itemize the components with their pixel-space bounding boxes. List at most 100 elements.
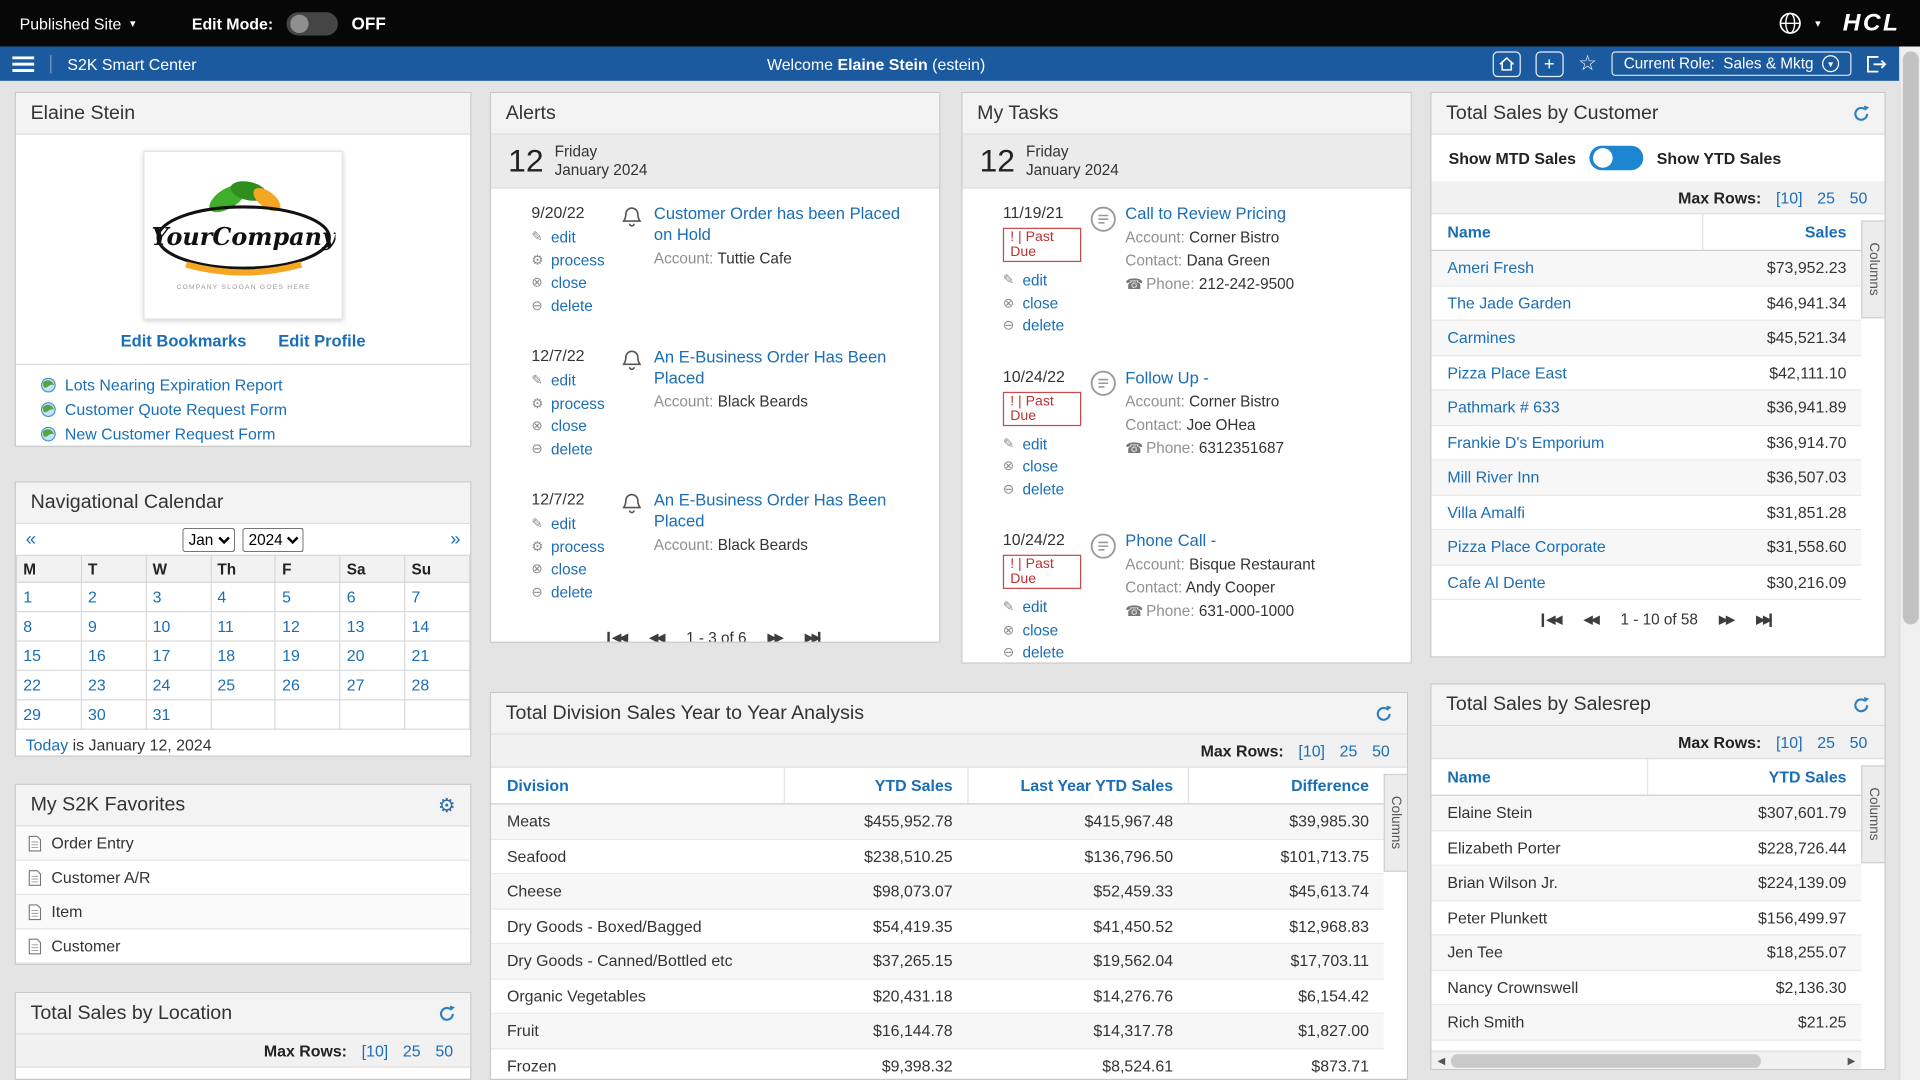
current-role-selector[interactable]: Current Role: Sales & Mktg ▾ bbox=[1611, 51, 1852, 76]
home-button[interactable] bbox=[1492, 50, 1521, 77]
edit-link[interactable]: ✎ edit bbox=[1003, 269, 1081, 292]
alert-title-link[interactable]: Customer Order has been Placed on Hold bbox=[653, 204, 901, 244]
close-link[interactable]: ⊗ close bbox=[531, 415, 609, 438]
column-header-difference[interactable]: Difference bbox=[1187, 767, 1384, 804]
customer-name-link[interactable]: Mill River Inn bbox=[1447, 468, 1540, 487]
close-link[interactable]: ⊗ close bbox=[1003, 456, 1081, 479]
column-header-name[interactable]: Name bbox=[1447, 222, 1491, 242]
max-rows-10[interactable]: [10] bbox=[1298, 741, 1325, 760]
page-scrollbar[interactable] bbox=[1899, 46, 1920, 1080]
column-header-ytd[interactable]: YTD Sales bbox=[1646, 759, 1861, 795]
scrollbar-thumb[interactable] bbox=[1451, 1053, 1761, 1068]
calendar-day[interactable]: 18 bbox=[210, 640, 276, 672]
max-rows-10[interactable]: [10] bbox=[361, 1041, 389, 1060]
calendar-day[interactable]: 8 bbox=[15, 611, 82, 642]
task-title-link[interactable]: Follow Up - bbox=[1125, 367, 1209, 387]
delete-link[interactable]: ⊖ delete bbox=[531, 438, 609, 461]
calendar-day[interactable]: 3 bbox=[145, 581, 212, 613]
customer-name-link[interactable]: Villa Amalfi bbox=[1447, 502, 1525, 522]
max-rows-25[interactable]: 25 bbox=[402, 1041, 421, 1060]
favorite-item[interactable]: Order Entry bbox=[15, 826, 471, 861]
calendar-day[interactable]: 7 bbox=[404, 581, 471, 613]
max-rows-50[interactable]: 50 bbox=[435, 1041, 454, 1060]
max-rows-50[interactable]: 50 bbox=[1849, 187, 1868, 207]
calendar-day[interactable]: 2 bbox=[80, 581, 147, 613]
customer-name-link[interactable]: Frankie D's Emporium bbox=[1447, 433, 1605, 452]
refresh-icon[interactable] bbox=[438, 1004, 455, 1022]
delete-link[interactable]: ⊖ delete bbox=[531, 294, 609, 317]
first-page-button[interactable]: ◀◀ bbox=[606, 631, 628, 642]
calendar-day[interactable]: 4 bbox=[210, 581, 276, 613]
mtd-ytd-toggle[interactable] bbox=[1589, 145, 1644, 171]
calendar-day[interactable]: 5 bbox=[274, 581, 341, 613]
calendar-day[interactable]: 15 bbox=[15, 640, 82, 672]
bookmark-link[interactable]: Lots Nearing Expiration Report bbox=[40, 373, 470, 396]
add-button[interactable]: + bbox=[1535, 50, 1564, 77]
customer-name-link[interactable]: Pizza Place East bbox=[1447, 363, 1567, 382]
globe-icon[interactable] bbox=[1778, 11, 1802, 35]
next-page-button[interactable]: ▶▶ bbox=[1718, 612, 1735, 627]
calendar-prev-button[interactable]: « bbox=[25, 528, 36, 550]
calendar-day[interactable]: 1 bbox=[15, 581, 82, 613]
column-header-lastyear[interactable]: Last Year YTD Sales bbox=[967, 767, 1187, 804]
calendar-day[interactable]: 20 bbox=[339, 640, 406, 672]
calendar-day[interactable]: 12 bbox=[274, 611, 341, 642]
task-title-link[interactable]: Phone Call - bbox=[1125, 531, 1217, 550]
calendar-day[interactable]: 13 bbox=[339, 611, 406, 642]
published-site-menu[interactable]: Published Site ▾ bbox=[20, 14, 136, 32]
scroll-left-arrow[interactable]: ◀ bbox=[1437, 1054, 1445, 1066]
refresh-icon[interactable] bbox=[1375, 704, 1392, 722]
calendar-day[interactable]: 25 bbox=[210, 669, 276, 701]
close-link[interactable]: ⊗ close bbox=[531, 558, 609, 581]
edit-link[interactable]: ✎ edit bbox=[531, 513, 609, 536]
task-title-link[interactable]: Call to Review Pricing bbox=[1125, 204, 1287, 223]
gear-icon[interactable]: ⚙ bbox=[437, 795, 456, 817]
calendar-day[interactable]: 16 bbox=[80, 640, 147, 672]
hamburger-menu-icon[interactable] bbox=[12, 55, 35, 72]
chevron-down-icon[interactable]: ▾ bbox=[1815, 16, 1821, 29]
refresh-icon[interactable] bbox=[1853, 104, 1870, 122]
max-rows-25[interactable]: 25 bbox=[1339, 741, 1358, 760]
columns-tab[interactable]: Columns bbox=[1861, 220, 1885, 319]
calendar-day[interactable]: 11 bbox=[210, 611, 276, 642]
scroll-right-arrow[interactable]: ▶ bbox=[1847, 1054, 1856, 1066]
month-select[interactable]: Jan bbox=[182, 527, 236, 552]
calendar-day[interactable] bbox=[404, 699, 471, 730]
customer-name-link[interactable]: Pathmark # 633 bbox=[1447, 398, 1560, 417]
calendar-day[interactable]: 9 bbox=[80, 611, 147, 642]
process-link[interactable]: ⚙ process bbox=[531, 536, 609, 559]
edit-link[interactable]: ✎ edit bbox=[531, 227, 609, 250]
calendar-day[interactable]: 28 bbox=[404, 669, 471, 701]
bookmark-link[interactable]: New Customer Request Form bbox=[40, 422, 470, 445]
edit-profile-link[interactable]: Edit Profile bbox=[278, 331, 366, 351]
calendar-day[interactable]: 26 bbox=[274, 669, 341, 701]
next-page-button[interactable]: ▶▶ bbox=[767, 631, 783, 643]
calendar-next-button[interactable]: » bbox=[450, 528, 461, 550]
close-link[interactable]: ⊗ close bbox=[1003, 292, 1081, 315]
max-rows-25[interactable]: 25 bbox=[1817, 187, 1835, 207]
calendar-day[interactable]: 23 bbox=[80, 669, 147, 701]
last-page-button[interactable]: ▶▶ bbox=[805, 631, 821, 642]
process-link[interactable]: ⚙ process bbox=[531, 249, 609, 272]
refresh-icon[interactable] bbox=[1853, 696, 1870, 713]
edit-link[interactable]: ✎ edit bbox=[1003, 433, 1081, 456]
last-page-button[interactable]: ▶▶ bbox=[1756, 612, 1772, 627]
column-header-ytd[interactable]: YTD Sales bbox=[783, 767, 968, 804]
calendar-day[interactable]: 22 bbox=[15, 669, 82, 701]
delete-link[interactable]: ⊖ delete bbox=[1003, 315, 1081, 338]
first-page-button[interactable]: ◀◀ bbox=[1541, 612, 1562, 627]
columns-tab[interactable]: Columns bbox=[1861, 765, 1885, 864]
calendar-day[interactable]: 17 bbox=[145, 640, 212, 672]
favorite-item[interactable]: Item bbox=[15, 895, 471, 930]
edit-link[interactable]: ✎ edit bbox=[531, 370, 609, 393]
edit-link[interactable]: ✎ edit bbox=[1003, 596, 1081, 619]
calendar-day[interactable]: 30 bbox=[80, 699, 147, 730]
calendar-day[interactable]: 27 bbox=[339, 669, 406, 701]
max-rows-25[interactable]: 25 bbox=[1817, 732, 1835, 752]
horizontal-scrollbar[interactable]: ◀ ▶ bbox=[1431, 1050, 1862, 1069]
column-header-name[interactable]: Name bbox=[1447, 767, 1491, 787]
columns-tab[interactable]: Columns bbox=[1383, 773, 1407, 872]
delete-link[interactable]: ⊖ delete bbox=[531, 581, 609, 604]
delete-link[interactable]: ⊖ delete bbox=[1003, 642, 1081, 663]
customer-name-link[interactable]: Ameri Fresh bbox=[1447, 258, 1535, 278]
